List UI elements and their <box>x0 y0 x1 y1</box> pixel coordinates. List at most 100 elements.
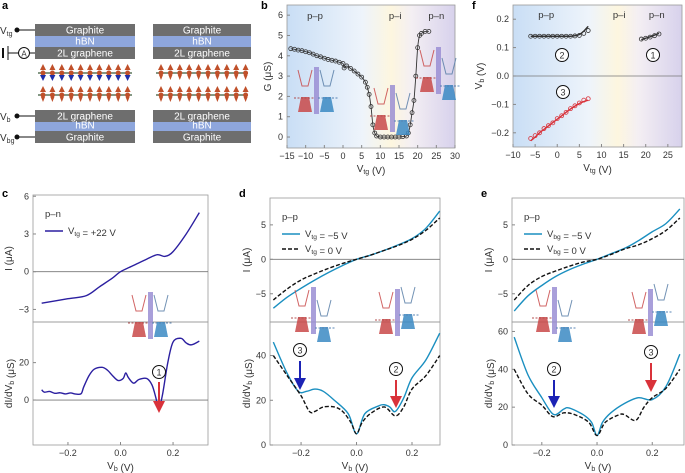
dipole-up-icon <box>87 86 93 92</box>
y-axis-label: G (μS) <box>263 62 274 92</box>
atom <box>78 92 84 98</box>
data-point <box>532 133 538 139</box>
dipole-up-icon <box>223 86 230 92</box>
conduction-band-right <box>395 92 411 110</box>
dipole-up-icon <box>205 86 211 92</box>
x-tick-label: 30 <box>450 151 460 161</box>
x-tick-label: −0.2 <box>292 448 310 458</box>
dipole-up-icon <box>242 86 249 92</box>
series-line-1 <box>513 217 681 301</box>
band-diagram-icon <box>291 287 335 342</box>
y-tick-label: 0.0 <box>496 71 509 81</box>
data-point <box>554 116 560 121</box>
x-axis-label: Vtg (V) <box>583 163 612 176</box>
y-tick-label: 0 <box>24 267 29 277</box>
circled-marker <box>644 345 658 359</box>
x-tick-label: −10 <box>298 151 313 161</box>
y-tick-label: 20 <box>498 402 508 412</box>
conduction-band-right <box>441 57 457 75</box>
x-tick-label: 20 <box>413 151 423 161</box>
chart-e_top: −5 0 5 I (μA) p–p Vbg = −5 V Vbg = 0 V <box>484 197 685 323</box>
valence-band-left <box>374 115 388 130</box>
layer-graphite <box>35 24 135 36</box>
data-point <box>532 33 538 39</box>
y-tick-label: 20 <box>256 395 266 405</box>
dipole-up-icon <box>214 86 221 92</box>
y-tick-label: 0 <box>503 254 508 264</box>
data-point <box>652 33 657 39</box>
dipole-tail <box>106 97 111 102</box>
dipole-up-icon <box>233 86 240 92</box>
dipole-up-icon <box>96 86 103 92</box>
plot-frame <box>32 321 209 446</box>
x-tick-label: 10 <box>596 150 606 160</box>
dipole-up-icon <box>167 64 174 70</box>
dipole-up-icon <box>40 86 46 92</box>
y-tick-label: 2 <box>278 91 283 101</box>
x-tick-label: −10 <box>505 150 520 160</box>
dipole-down-icon <box>96 75 103 81</box>
data-point <box>581 31 587 36</box>
legend-title: p–n <box>45 209 61 220</box>
conduction-band-right <box>319 69 335 87</box>
region-background <box>287 5 455 148</box>
data-point <box>550 120 556 126</box>
x-tick-label: 10 <box>375 151 385 161</box>
y-tick-label: 0 <box>261 254 266 264</box>
circled-number: 2 <box>551 364 556 374</box>
y-tick-label: 6 <box>24 191 29 201</box>
ammeter-label: A <box>21 50 27 59</box>
band-diagram-icon <box>416 47 460 100</box>
layer-label: 2L graphene <box>174 112 230 123</box>
dipole-tail <box>168 75 173 80</box>
data-point <box>545 123 551 129</box>
data-point <box>554 33 560 39</box>
atom <box>59 70 65 76</box>
dipole-up-icon <box>195 64 202 70</box>
layer-label: Graphite <box>66 26 105 37</box>
dipole-tail <box>159 75 163 80</box>
terminal-label-bottom_gate: Vbg <box>0 133 15 145</box>
dipole-tail <box>88 97 92 102</box>
atom <box>177 92 183 98</box>
atom <box>96 70 102 76</box>
chart-f: −0.2 −0.1 0.0 0.1 0.2 −10 −5 0 5 10 15 20 25 Vb (V) Vt… <box>474 4 683 176</box>
atom <box>233 70 239 76</box>
dipole-up-icon <box>58 64 65 70</box>
fit-line-3 <box>530 99 589 142</box>
atom <box>87 92 93 98</box>
atom <box>49 70 55 76</box>
layer-label: hBN <box>75 121 94 132</box>
dipole-up-icon <box>68 64 75 70</box>
band-diagram-icon <box>628 283 672 336</box>
data-point <box>559 33 565 39</box>
dipole-up-icon <box>167 86 174 92</box>
y-tick-label: 0.2 <box>496 14 509 24</box>
circled-marker <box>389 362 403 376</box>
circled-number: 3 <box>560 87 565 97</box>
dipole-up-icon <box>96 64 103 70</box>
valence-band-right <box>154 322 168 337</box>
layer-hbn <box>35 36 135 47</box>
region-label: p–n <box>649 10 665 21</box>
atom <box>96 92 102 98</box>
x-tick-label: 0.0 <box>350 448 363 458</box>
data-point <box>351 68 357 74</box>
panel-label-a: a <box>2 0 9 12</box>
legend-entry: Vtg = +22 V <box>68 226 116 239</box>
y-tick-label: 60 <box>498 326 508 336</box>
data-point <box>541 126 547 131</box>
x-tick-label: −5 <box>530 150 540 160</box>
x-tick-label: 0 <box>340 151 345 161</box>
atom <box>115 70 121 76</box>
dipole-tail <box>97 97 102 102</box>
dipole-up-icon <box>186 64 193 70</box>
barrier-bar <box>648 289 653 336</box>
plot-frame <box>269 321 441 446</box>
y-tick-label: 5 <box>503 220 508 230</box>
conduction-band-left <box>373 87 389 105</box>
y-tick-label: 40 <box>256 351 266 361</box>
band-diagram-icon <box>375 286 419 336</box>
